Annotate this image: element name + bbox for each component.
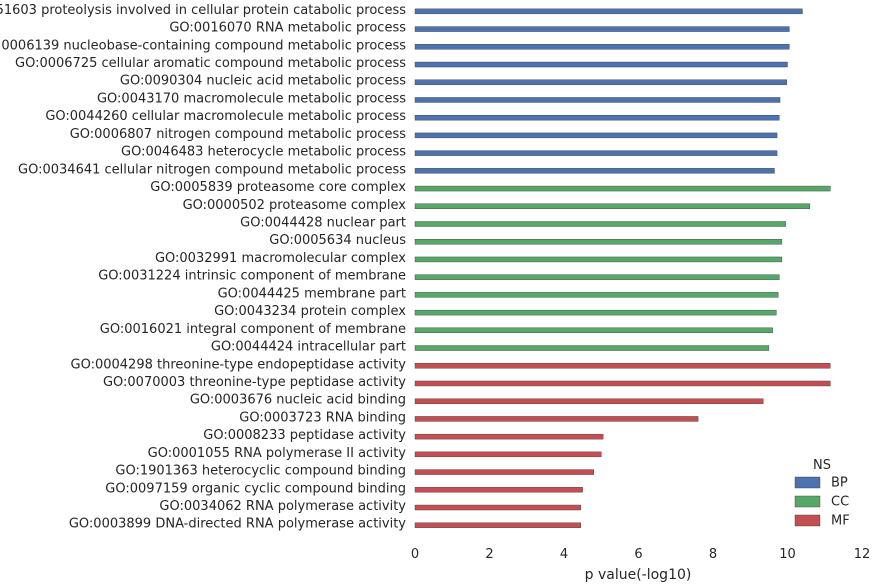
bar-cc [414,221,786,227]
x-tick-label: 10 [779,547,796,562]
legend-label-mf: MF [831,514,850,529]
bar-cc [414,185,831,192]
bar-bp [414,150,778,156]
bar-bp [414,132,778,139]
category-label: GO:0003676 nucleic acid binding [190,393,406,408]
bar-mf [414,398,764,404]
category-label: GO:0031224 intrinsic component of membra… [98,269,406,284]
category-label: GO:0051603 proteolysis involved in cellu… [0,3,406,18]
category-label: GO:0016070 RNA metabolic process [169,21,406,36]
bar-bp [414,79,787,85]
category-label: GO:0070003 threonine-type peptidase acti… [103,375,406,390]
bar-mf [414,522,581,528]
category-label: GO:0034641 cellular nitrogen compound me… [18,162,406,177]
category-label: GO:0005839 proteasome core complex [150,180,406,195]
bar-cc [414,256,783,263]
category-label: GO:0008233 peptidase activity [203,428,406,443]
category-label: GO:0044424 intracellular part [211,340,406,355]
legend-swatch-mf [794,514,821,527]
category-label: GO:0044260 cellular macromolecule metabo… [45,109,406,124]
category-label: GO:0032991 macromolecular complex [155,251,406,266]
category-label: GO:1901363 heterocyclic compound binding [115,464,406,479]
legend-swatch-bp [794,476,821,489]
bar-cc [414,274,780,280]
category-label: GO:0003723 RNA binding [239,410,406,425]
legend-label-cc: CC [831,495,849,510]
category-label: GO:0043234 protein complex [214,304,406,319]
bar-bp [414,44,790,50]
legend: NS BP CC MF [794,458,850,529]
x-tick-label: 4 [560,547,568,562]
category-label: GO:0001055 RNA polymerase II activity [148,446,407,461]
bar-mf [414,380,831,387]
bar-cc [414,239,783,245]
category-label: GO:0016021 integral component of membran… [100,322,406,337]
category-label: GO:0044425 membrane part [218,286,406,301]
x-tick-label: 0 [411,547,419,562]
category-label: GO:0003899 DNA-directed RNA polymerase a… [69,517,406,532]
category-label: GO:0097159 organic cyclic compound bindi… [105,481,406,496]
legend-title: NS [813,458,831,473]
x-tick-label: 2 [485,547,493,562]
legend-swatch-cc [794,495,821,508]
bars [414,8,831,528]
bar-mf [414,433,604,440]
bar-bp [414,97,781,103]
bar-bp [414,168,775,174]
category-label: GO:0044428 nuclear part [240,216,406,231]
x-axis: 0 2 4 6 8 10 12 [411,547,870,562]
category-label: GO:0005634 nucleus [269,233,406,248]
bar-bp [414,61,788,68]
bar-cc [414,292,779,298]
legend-label-bp: BP [831,476,848,491]
bar-bp [414,26,790,32]
bar-mf [414,469,595,475]
category-labels: GO:0051603 proteolysis involved in cellu… [0,3,406,532]
category-label: GO:0000502 proteasome complex [183,198,407,213]
category-label: GO:0006807 nitrogen compound metabolic p… [70,127,407,142]
bar-mf [414,504,581,511]
bar-bp [414,114,780,121]
bar-mf [414,487,583,493]
category-label: GO:0043170 macromolecule metabolic proce… [97,91,406,106]
category-label: GO:0046483 heterocycle metabolic process [121,145,406,160]
category-label: GO:0034062 RNA polymerase activity [159,499,406,514]
bar-cc [414,327,773,334]
bar-cc [414,309,777,316]
category-label: GO:0006725 cellular aromatic compound me… [15,56,406,71]
category-label: GO:0090304 nucleic acid metabolic proces… [120,74,406,89]
bar-cc [414,345,770,351]
x-axis-title: p value(-log10) [585,567,692,583]
bar-mf [414,451,602,458]
category-label: GO:0004298 threonine-type endopeptidase … [71,357,407,372]
bar-mf [414,416,699,422]
x-tick-label: 8 [709,547,717,562]
category-label: GO:0006139 nucleobase-containing compoun… [0,38,406,53]
bar-mf [414,363,831,369]
x-tick-label: 6 [634,547,642,562]
x-tick-label: 12 [854,547,871,562]
bar-cc [414,203,811,209]
bar-bp [414,8,803,15]
